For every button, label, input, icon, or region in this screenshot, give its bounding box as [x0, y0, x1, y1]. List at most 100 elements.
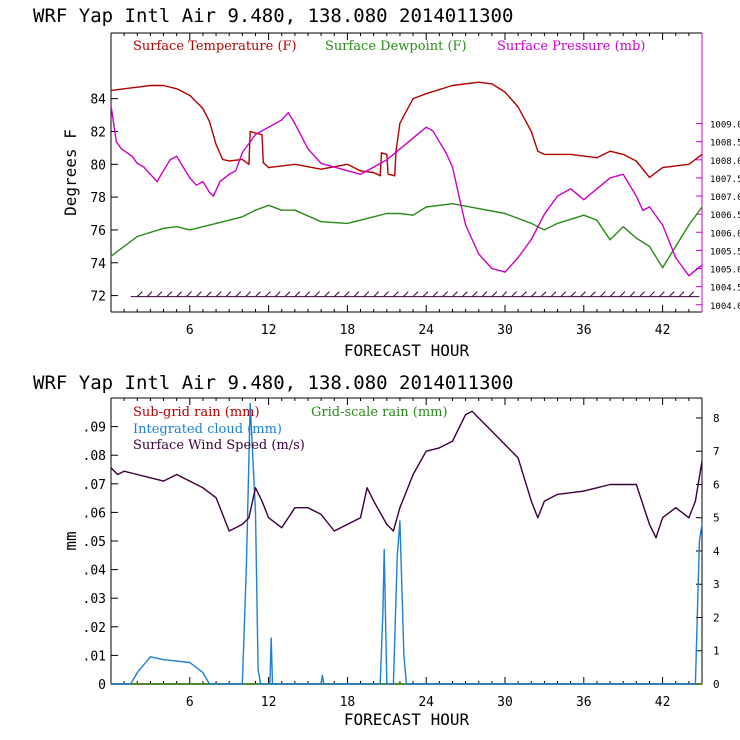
data-point: [219, 181, 221, 183]
wind-barb: [530, 291, 537, 297]
data-point: [254, 133, 257, 136]
data-point: [136, 235, 138, 238]
data-point: [688, 517, 690, 519]
data-point: [189, 229, 191, 231]
y2-tick-label: 1006.0: [710, 229, 740, 239]
data-point: [359, 170, 362, 172]
data-point: [556, 195, 559, 197]
wind-barb: [274, 291, 281, 297]
data-point: [648, 245, 651, 247]
data-point: [294, 209, 296, 211]
wind-barb: [136, 291, 143, 297]
data-point: [117, 473, 119, 476]
y2-tick-label: 1005.5: [710, 247, 740, 257]
y2-tick-label: 1006.5: [710, 211, 740, 221]
data-point: [268, 517, 270, 519]
data-point: [215, 144, 217, 146]
data-point: [115, 141, 117, 143]
data-point: [281, 119, 283, 121]
data-point: [208, 683, 211, 685]
data-point: [208, 121, 211, 123]
x-tick-label: 6: [186, 695, 194, 710]
data-point: [675, 257, 677, 259]
wind-barb: [432, 291, 439, 297]
data-point: [265, 683, 267, 685]
data-point: [688, 224, 690, 226]
data-point: [287, 112, 289, 114]
data-point: [662, 517, 664, 519]
legend-entry: Surface Dewpoint (F): [325, 39, 467, 54]
x-tick-label: 12: [261, 695, 277, 710]
wind-barb: [580, 291, 586, 297]
data-point: [346, 170, 348, 172]
wind-barb: [422, 291, 429, 297]
data-point: [622, 153, 624, 155]
data-point: [675, 507, 677, 509]
data-point: [517, 106, 519, 108]
wind-barb: [353, 291, 360, 297]
y2-tick-label: 1009.0: [710, 121, 740, 131]
data-point: [379, 683, 381, 685]
data-point: [396, 554, 398, 556]
data-point: [323, 683, 325, 685]
data-point: [465, 414, 467, 416]
y2-tick-label: 1: [713, 645, 720, 658]
wind-barb: [324, 291, 330, 297]
data-point: [136, 162, 138, 164]
y2-tick-label: 5: [713, 512, 720, 525]
data-point: [583, 199, 585, 201]
data-point: [438, 141, 440, 143]
data-point: [478, 417, 480, 419]
data-point: [543, 500, 546, 502]
data-point: [530, 500, 532, 502]
data-point: [228, 160, 230, 162]
data-point: [451, 203, 454, 205]
data-point: [149, 477, 151, 479]
data-point: [261, 134, 263, 136]
data-point: [451, 84, 454, 87]
wind-barb: [205, 291, 212, 297]
y-tick-label: 80: [90, 158, 106, 173]
data-point: [478, 253, 480, 255]
data-point: [635, 195, 637, 197]
data-point: [248, 163, 250, 165]
wind-barb: [294, 291, 301, 297]
data-point: [596, 188, 598, 190]
data-point: [386, 212, 388, 215]
data-point: [386, 683, 388, 685]
data-point: [162, 659, 165, 661]
data-point: [268, 126, 270, 128]
data-point: [130, 683, 132, 685]
data-point: [123, 245, 125, 247]
data-point: [241, 152, 243, 154]
data-point: [383, 549, 385, 551]
data-point: [248, 517, 250, 519]
wind-barb: [688, 291, 695, 297]
wind-barb: [196, 291, 202, 297]
data-point: [373, 171, 375, 174]
data-point: [241, 683, 243, 685]
data-point: [260, 683, 262, 685]
data-point: [249, 130, 251, 133]
y2-tick-label: 1004.0: [710, 302, 740, 312]
data-point: [215, 222, 217, 224]
data-point: [189, 94, 191, 96]
y2-tick-label: 1007.0: [710, 193, 740, 203]
y-tick-label: 72: [90, 290, 106, 305]
data-point: [110, 104, 112, 107]
data-point: [386, 159, 388, 161]
data-point: [622, 173, 624, 175]
x-tick-label: 42: [655, 323, 671, 338]
y-tick-label: .05: [83, 535, 106, 550]
data-point: [254, 487, 257, 489]
wind-barb: [383, 291, 389, 297]
data-point: [491, 430, 493, 432]
data-point: [662, 224, 664, 226]
series-line-0: [110, 81, 703, 179]
data-point: [478, 208, 480, 210]
y2-tick-label: 3: [713, 578, 720, 591]
data-point: [320, 683, 322, 685]
data-point: [451, 440, 454, 442]
wind-barb: [284, 291, 291, 297]
